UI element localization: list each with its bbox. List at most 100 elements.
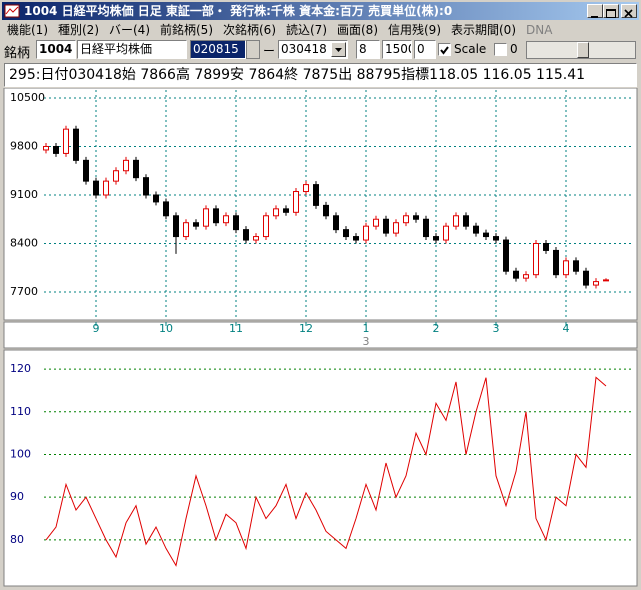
y-tick-label: 8400 bbox=[10, 236, 38, 249]
x-tick-label: 12 bbox=[299, 322, 313, 335]
candle-body bbox=[213, 208, 219, 224]
candle-body bbox=[453, 215, 459, 227]
candle-body bbox=[433, 236, 439, 241]
candle-body bbox=[463, 215, 469, 227]
y-tick-label: 100 bbox=[10, 447, 31, 460]
candle-body bbox=[103, 180, 109, 196]
candle-body bbox=[53, 145, 59, 154]
menu-item[interactable]: 前銘柄(5) bbox=[160, 23, 213, 37]
x-tick-label: 11 bbox=[229, 322, 243, 335]
candle-body bbox=[143, 177, 149, 196]
candle-body bbox=[233, 215, 239, 231]
candle-body bbox=[323, 204, 329, 217]
candle-body bbox=[373, 218, 379, 227]
year-label: 3 bbox=[363, 335, 370, 348]
candle-body bbox=[243, 229, 249, 241]
candle-body bbox=[223, 215, 229, 224]
candle-body bbox=[303, 184, 309, 193]
candle-body bbox=[603, 279, 609, 282]
candle-body bbox=[313, 184, 319, 206]
candle-body bbox=[383, 218, 389, 234]
candle-body bbox=[163, 201, 169, 217]
candle-body bbox=[193, 222, 199, 227]
candle-body bbox=[443, 225, 449, 241]
scale-checkbox[interactable] bbox=[438, 43, 451, 56]
x-tick-label: 3 bbox=[493, 322, 500, 335]
y-tick-label: 10500 bbox=[10, 91, 45, 104]
candle-body bbox=[563, 260, 569, 276]
menu-item[interactable]: 種別(2) bbox=[58, 23, 99, 37]
date-axis-panel bbox=[3, 321, 638, 349]
candle-body bbox=[413, 215, 419, 220]
candle-body bbox=[553, 249, 559, 276]
candle-body bbox=[183, 222, 189, 238]
indicator-line bbox=[45, 376, 607, 567]
scroll-slider[interactable] bbox=[526, 41, 636, 59]
y-tick-label: 80 bbox=[10, 533, 24, 546]
candle-body bbox=[523, 274, 529, 279]
name-field[interactable]: 日経平均株価 bbox=[77, 40, 187, 59]
candle-body bbox=[493, 236, 499, 241]
to-date-field[interactable]: 030418 bbox=[278, 40, 348, 59]
minimize-button[interactable] bbox=[587, 4, 603, 18]
candle-body bbox=[63, 128, 69, 154]
candle-body bbox=[293, 191, 299, 213]
spin-button[interactable] bbox=[246, 40, 260, 59]
candle-body bbox=[423, 218, 429, 238]
candle-body bbox=[513, 270, 519, 279]
offset-field[interactable]: 0 bbox=[414, 40, 436, 59]
option-checkbox[interactable] bbox=[494, 43, 507, 56]
y-tick-label: 90 bbox=[10, 490, 24, 503]
price-panel bbox=[3, 88, 638, 321]
y-tick-label: 120 bbox=[10, 362, 31, 375]
candle-body bbox=[583, 270, 589, 286]
menu-item[interactable]: 次銘柄(6) bbox=[223, 23, 276, 37]
candle-body bbox=[83, 159, 89, 182]
option-value: 0 bbox=[510, 42, 518, 56]
candle-body bbox=[393, 222, 399, 234]
candle-body bbox=[43, 145, 49, 151]
candle-body bbox=[573, 260, 579, 272]
candle-body bbox=[503, 239, 509, 272]
menu-item[interactable]: 読込(7) bbox=[286, 23, 327, 37]
candle-body bbox=[533, 242, 539, 276]
candle-body bbox=[263, 215, 269, 238]
menu-item[interactable]: DNA bbox=[526, 23, 553, 37]
check-mark bbox=[440, 46, 449, 55]
bars-field[interactable]: 8 bbox=[356, 40, 380, 59]
menu-item[interactable]: 機能(1) bbox=[7, 23, 48, 37]
from-date-field[interactable]: 020815 bbox=[190, 40, 246, 59]
x-tick-label: 2 bbox=[433, 322, 440, 335]
candle-body bbox=[353, 236, 359, 241]
x-tick-label: 9 bbox=[93, 322, 100, 335]
candle-body bbox=[203, 208, 209, 227]
info-line: 295:日付030418始 7866高 7899安 7864終 7875出 88… bbox=[4, 63, 637, 87]
menu-item[interactable]: 信用残(9) bbox=[388, 23, 441, 37]
candle-body bbox=[133, 159, 139, 179]
menu-item[interactable]: 表示期間(0) bbox=[451, 23, 516, 37]
code-field[interactable]: 1004 bbox=[36, 40, 76, 59]
candle-body bbox=[593, 281, 599, 286]
dropdown-button[interactable] bbox=[331, 42, 346, 57]
candle-body bbox=[93, 180, 99, 196]
candle-body bbox=[363, 225, 369, 241]
candle-body bbox=[483, 232, 489, 238]
candle-body bbox=[473, 225, 479, 234]
menu-item[interactable]: 画面(8) bbox=[337, 23, 378, 37]
menu-bar: 機能(1) 種別(2) バー(4) 前銘柄(5) 次銘柄(6) 読込(7) 画面(8) 信用残… bbox=[2, 21, 557, 39]
candle-body bbox=[403, 215, 409, 224]
scale-label: Scale bbox=[454, 42, 487, 56]
maximize-button[interactable] bbox=[603, 4, 619, 18]
menu-item[interactable]: バー(4) bbox=[109, 23, 150, 37]
candle-body bbox=[273, 208, 279, 217]
candle-body bbox=[253, 236, 259, 241]
candle-body bbox=[113, 170, 119, 182]
range-dash: ー bbox=[263, 44, 276, 58]
candle-body bbox=[123, 159, 129, 172]
candle-body bbox=[333, 215, 339, 231]
candle-body bbox=[173, 215, 179, 238]
title-bar: 1004 日経平均株価 日足 東証一部・ 発行株:千株 資本金:百万 売買単位(… bbox=[2, 2, 639, 20]
close-button[interactable] bbox=[621, 4, 637, 18]
